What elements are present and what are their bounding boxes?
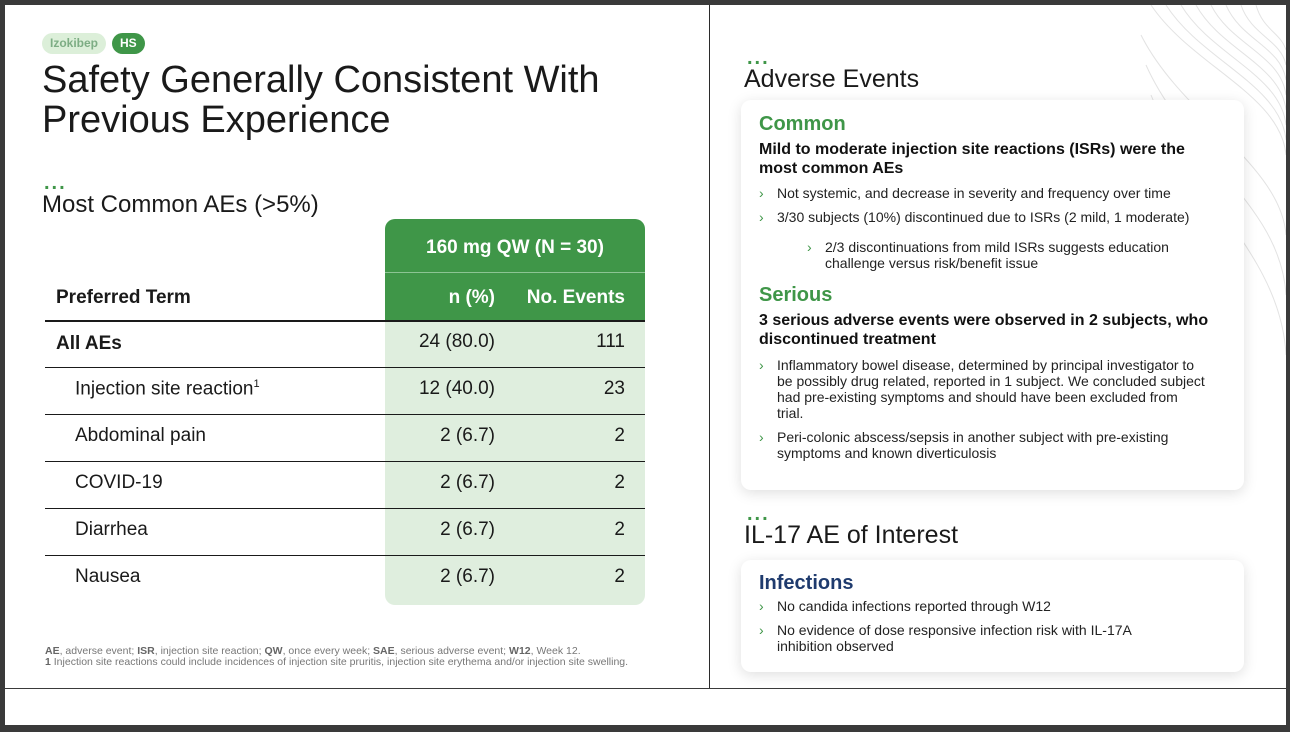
table-row-term: Diarrhea [75,519,148,540]
chevron-right-icon: › [759,357,764,373]
table-row-n: 2 (6.7) [440,519,495,540]
table-row-divider [45,555,645,556]
table-row-divider [45,414,645,415]
table-row-term: Injection site reaction1 [75,378,260,400]
table-row-term: All AEs [56,333,122,354]
footnote-marker: 1 [253,378,260,390]
footnote: AE, adverse event; ISR, injection site r… [45,646,665,668]
col-header-term: Preferred Term [56,287,191,308]
column-divider [709,5,710,688]
infections-heading: Infections [759,572,854,594]
table-row-n: 12 (40.0) [418,378,495,399]
chevron-right-icon: › [759,429,764,445]
ae-section-title: Adverse Events [744,65,920,93]
serious-bullet: Peri-colonic abscess/sepsis in another s… [777,429,1169,461]
table-row-term: Abdominal pain [75,425,206,446]
table-row-divider [45,367,645,368]
common-heading: Common [759,113,846,135]
table-row-events: 2 [614,472,625,493]
slide: Izokibep HS Safety Generally Consistent … [5,5,1286,688]
table-row-n: 2 (6.7) [440,425,495,446]
serious-heading: Serious [759,284,833,306]
common-sub-bullet: 2/3 discontinuations from mild ISRs sugg… [825,239,1169,271]
table-header-band [385,219,645,320]
il17-section-title: IL-17 AE of Interest [744,521,959,549]
il17-section-dots: ... [747,503,770,525]
serious-summary: 3 serious adverse events were observed i… [759,312,1209,348]
col-header-events: No. Events [526,287,625,308]
table-row-divider [45,461,645,462]
chevron-right-icon: › [759,209,764,225]
table-row-events: 2 [614,519,625,540]
footnote-line: 1 Injection site reactions could include… [45,656,629,668]
common-summary: Mild to moderate injection site reaction… [759,141,1185,177]
table-header-rule [45,320,645,322]
chevron-right-icon: › [759,622,764,638]
table-row-n: 2 (6.7) [440,566,495,587]
dose-group-header: 160 mg QW (N = 30) [426,237,604,258]
table-row-events: 2 [614,566,625,587]
adverse-events-card: Common Mild to moderate injection site r… [741,100,1244,490]
table-row-term: Nausea [75,566,141,587]
common-bullet: 3/30 subjects (10%) discontinued due to … [777,209,1190,225]
infections-bullet: No evidence of dose responsive infection… [777,622,1132,654]
chevron-right-icon: › [759,598,764,614]
chevron-right-icon: › [759,185,764,201]
section-title: Most Common AEs (>5%) [42,191,319,218]
table-row-term: COVID-19 [75,472,163,493]
bottom-strip [5,689,1286,725]
chevron-right-icon: › [807,239,812,255]
abbreviation-line: AE, adverse event; ISR, injection site r… [45,645,581,657]
tag-row: Izokibep HS [42,33,145,54]
table-row-events: 111 [596,331,625,352]
ae-section-dots: ... [747,47,770,69]
infections-card: Infections › No candida infections repor… [741,560,1244,672]
product-tag: Izokibep [42,33,107,54]
col-header-n: n (%) [448,287,495,308]
slide-title: Safety Generally Consistent With Previou… [42,59,600,141]
common-bullet: Not systemic, and decrease in severity a… [777,185,1171,201]
table-row-events: 2 [614,425,625,446]
table-row-n: 2 (6.7) [440,472,495,493]
section-dots: ... [44,172,67,194]
table-row-divider [45,508,645,509]
indication-tag: HS [112,33,145,54]
infections-bullet: No candida infections reported through W… [777,598,1051,614]
serious-bullet: Inflammatory bowel disease, determined b… [777,357,1205,421]
table-row-events: 23 [603,378,625,399]
table-row-n: 24 (80.0) [418,331,495,352]
header-divider [385,272,645,273]
